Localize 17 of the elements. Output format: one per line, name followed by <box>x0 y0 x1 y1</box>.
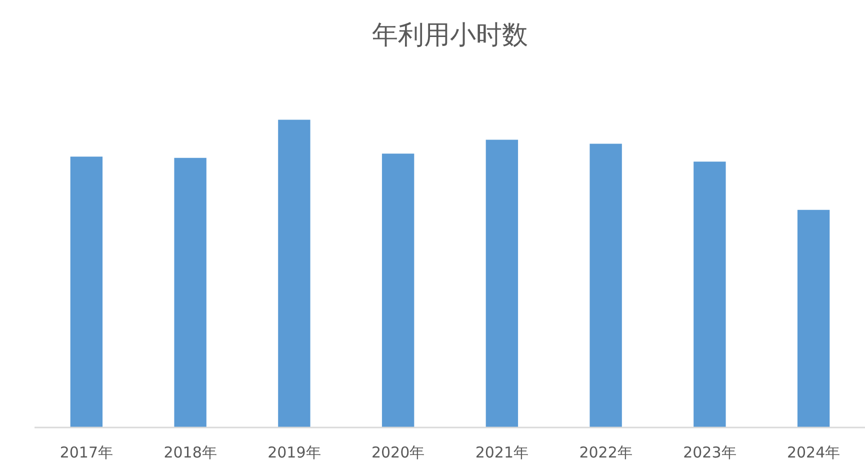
x-tick-label: 2020年 <box>371 444 425 462</box>
x-tick-label: 2022年 <box>579 444 632 462</box>
bar <box>694 162 726 428</box>
bar <box>382 154 414 428</box>
bar <box>590 144 622 428</box>
chart-title: 年利用小时数 <box>372 20 528 50</box>
bar <box>174 158 206 428</box>
bar <box>486 140 518 428</box>
bar <box>797 210 830 428</box>
x-tick-label: 2024年 <box>786 444 840 462</box>
bar <box>278 120 310 428</box>
x-tick-label: 2021年 <box>475 444 529 462</box>
x-tick-label: 2017年 <box>60 444 114 462</box>
x-tick-label: 2019年 <box>268 444 321 462</box>
x-tick-label: 2023年 <box>683 444 736 462</box>
x-tick-label: 2018年 <box>164 444 217 462</box>
bar <box>70 156 103 428</box>
